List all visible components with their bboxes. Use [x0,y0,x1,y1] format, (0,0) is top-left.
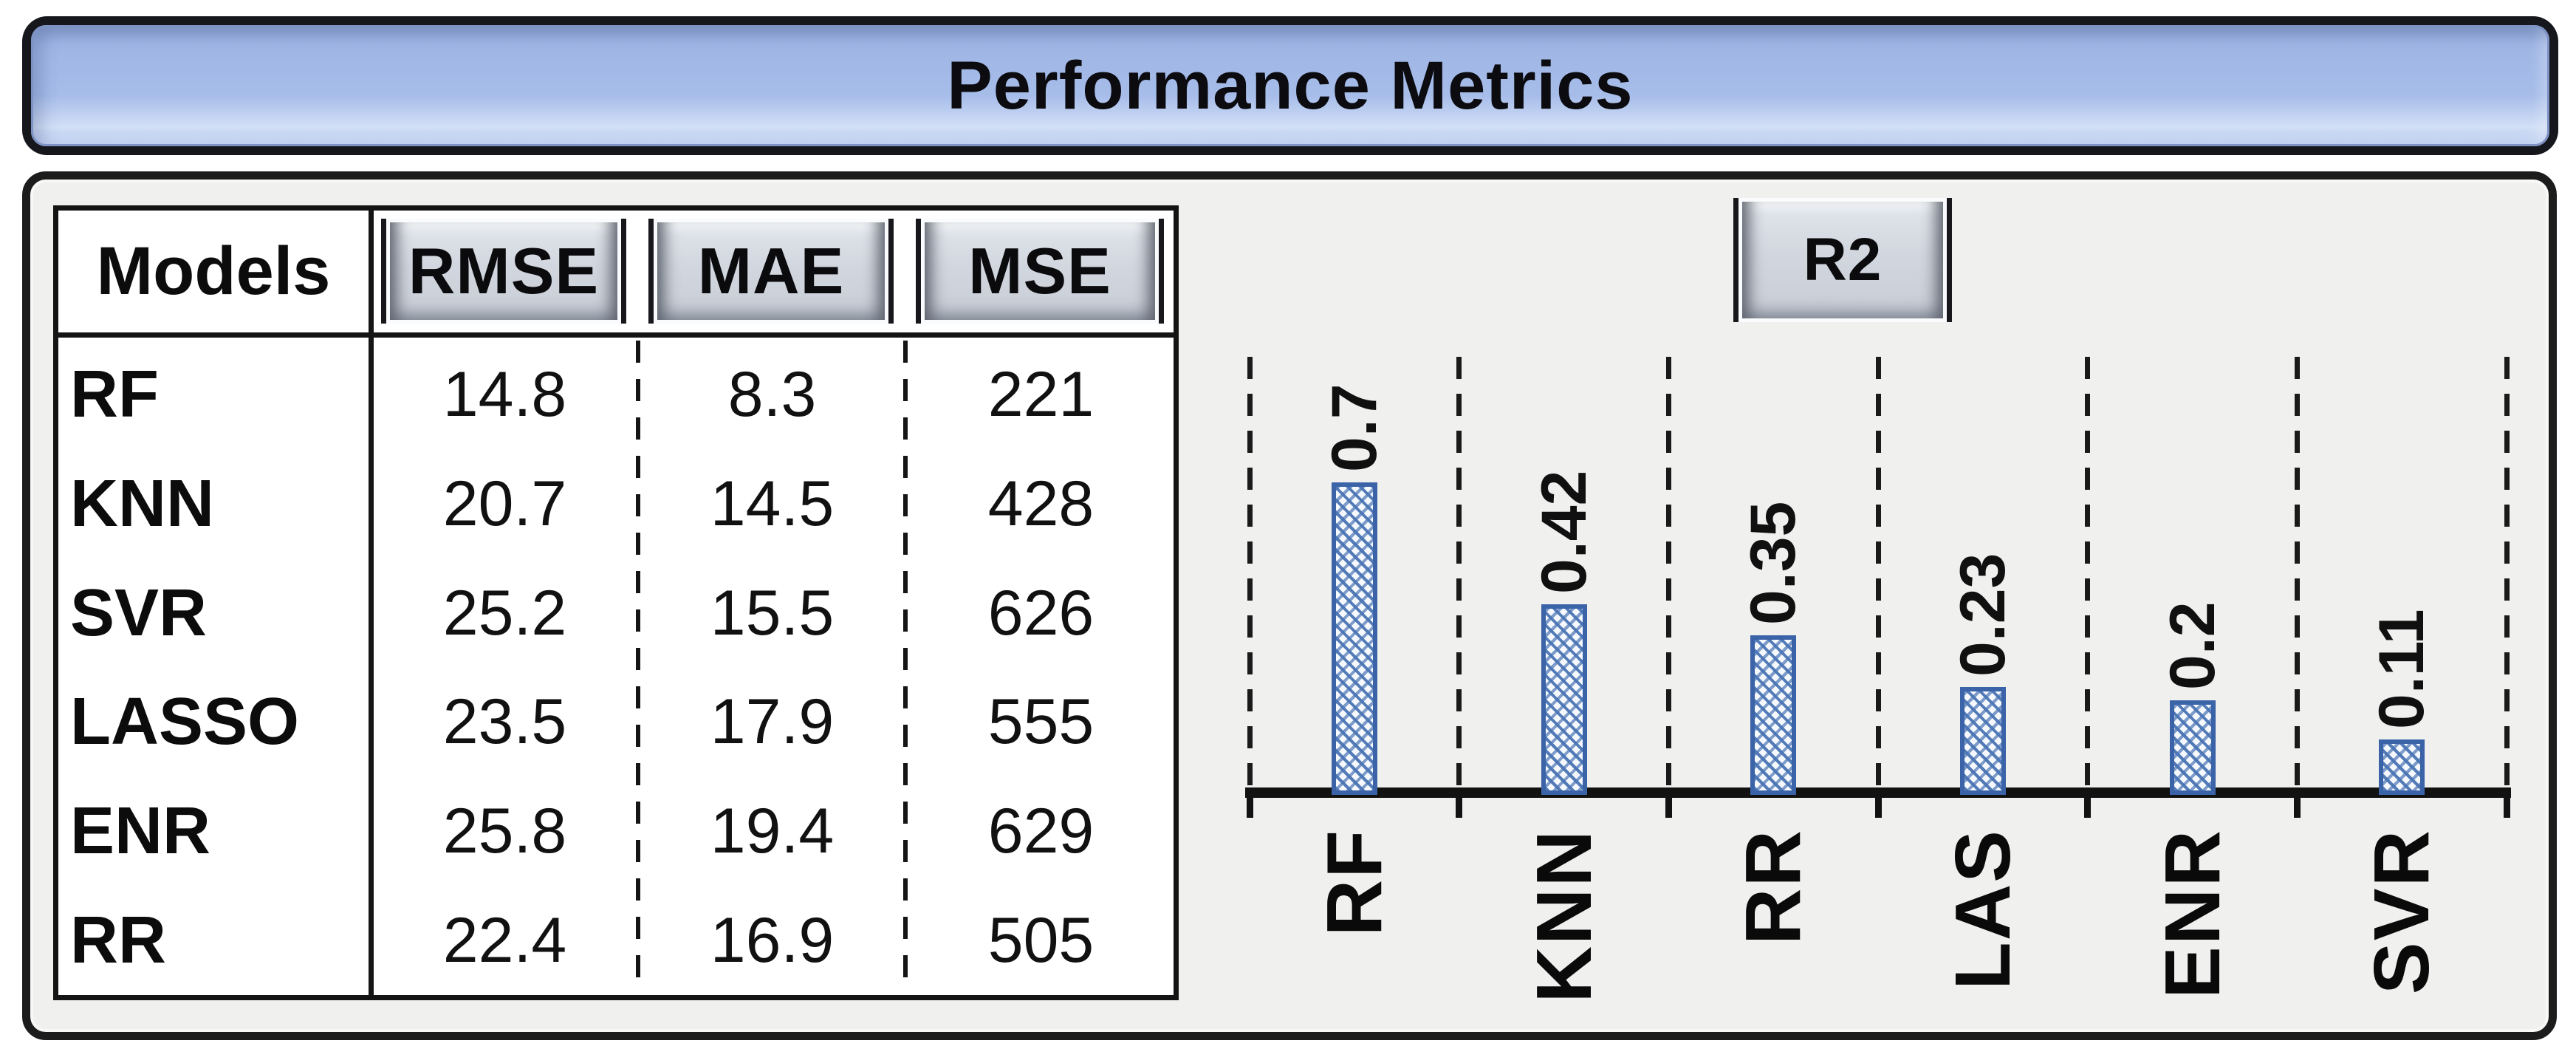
r2-bar [2169,700,2216,795]
metric-value-cell: 555 [987,686,1095,758]
bar-value-label: 0.23 [1947,553,2018,677]
x-axis-tick [2293,798,2301,818]
x-axis-line [1245,787,2511,798]
x-axis-tick [1874,798,1882,818]
models-column-header: Models [96,233,331,309]
metric-value-cell: 25.2 [442,577,567,649]
mse-header-button[interactable]: MSE [916,219,1164,324]
x-axis-tick [1665,798,1672,818]
grid-dashed-separator [2085,357,2091,787]
x-axis-category-label: KNN [1520,829,1608,1003]
x-axis-category-label: SVR [2358,829,2446,994]
mse-header-label: MSE [968,234,1111,307]
model-name-cell: RR [70,903,166,977]
metric-value-cell: 16.9 [710,904,835,976]
bar-value-label: 0.2 [2157,601,2228,690]
bar-value-label: 0.42 [1528,470,1600,595]
metric-value-cell: 17.9 [710,686,835,758]
grid-dashed-separator [1456,357,1462,787]
r2-chart-title-button[interactable]: R2 [1733,198,1952,322]
table-column-separator-dashed [636,341,640,991]
metric-value-cell: 505 [987,904,1095,976]
metrics-table: Models RMSE MAE MSE RF 14.8 8.3 221 KNN 20.7 1… [53,205,1179,1000]
r2-chart-title-label: R2 [1803,226,1883,293]
x-axis-tick [2503,798,2510,818]
model-name-cell: SVR [70,575,208,650]
metric-value-cell: 19.4 [710,795,835,867]
metric-value-cell: 20.7 [442,468,567,539]
title-bar: Performance Metrics [22,16,2558,155]
metric-value-cell: 14.8 [442,359,567,431]
page-title: Performance Metrics [947,47,1634,123]
grid-dashed-separator [1247,357,1253,787]
title-bar-face: Performance Metrics [31,25,2549,146]
mae-header-button[interactable]: MAE [648,219,894,324]
bar-value-label: 0.35 [1738,501,1809,625]
model-name-cell: KNN [70,466,214,541]
table-column-separator-dashed [903,341,908,991]
x-axis-category-label: LAS [1939,829,2027,990]
grid-dashed-separator [1875,357,1881,787]
mae-header-label: MAE [697,234,845,307]
x-axis-category-label: RR [1730,829,1818,946]
rmse-header-label: RMSE [408,234,600,307]
metric-value-cell: 629 [987,795,1095,867]
rmse-header-button[interactable]: RMSE [381,219,626,324]
r2-bar [1959,687,2006,795]
metric-value-cell: 22.4 [442,904,567,976]
r2-bar [1331,482,1377,795]
model-name-cell: LASSO [70,685,300,759]
x-axis-tick [1246,798,1253,818]
grid-dashed-separator [2294,357,2300,787]
table-header-divider [58,332,1174,338]
bar-value-label: 0.7 [1318,383,1390,472]
model-name-cell: ENR [70,793,211,868]
r2-bar [2379,739,2425,795]
grid-dashed-separator [2504,357,2510,787]
x-axis-tick [2084,798,2092,818]
metric-value-cell: 8.3 [727,359,817,431]
x-axis-tick [1456,798,1463,818]
bar-value-label: 0.11 [2366,609,2438,730]
x-axis-category-label: ENR [2148,829,2236,999]
x-axis-category-label: RF [1310,829,1398,937]
r2-bar [1541,604,1587,795]
metric-value-cell: 626 [987,577,1095,649]
model-name-cell: RF [70,358,159,432]
table-column-separator-solid [369,211,374,995]
metric-value-cell: 221 [987,359,1095,431]
grid-dashed-separator [1665,357,1671,787]
r2-bar [1750,635,1797,795]
metric-value-cell: 25.8 [442,795,567,867]
metric-value-cell: 15.5 [710,577,835,649]
metric-value-cell: 428 [987,468,1095,539]
metric-value-cell: 14.5 [710,468,835,539]
metric-value-cell: 23.5 [442,686,567,758]
